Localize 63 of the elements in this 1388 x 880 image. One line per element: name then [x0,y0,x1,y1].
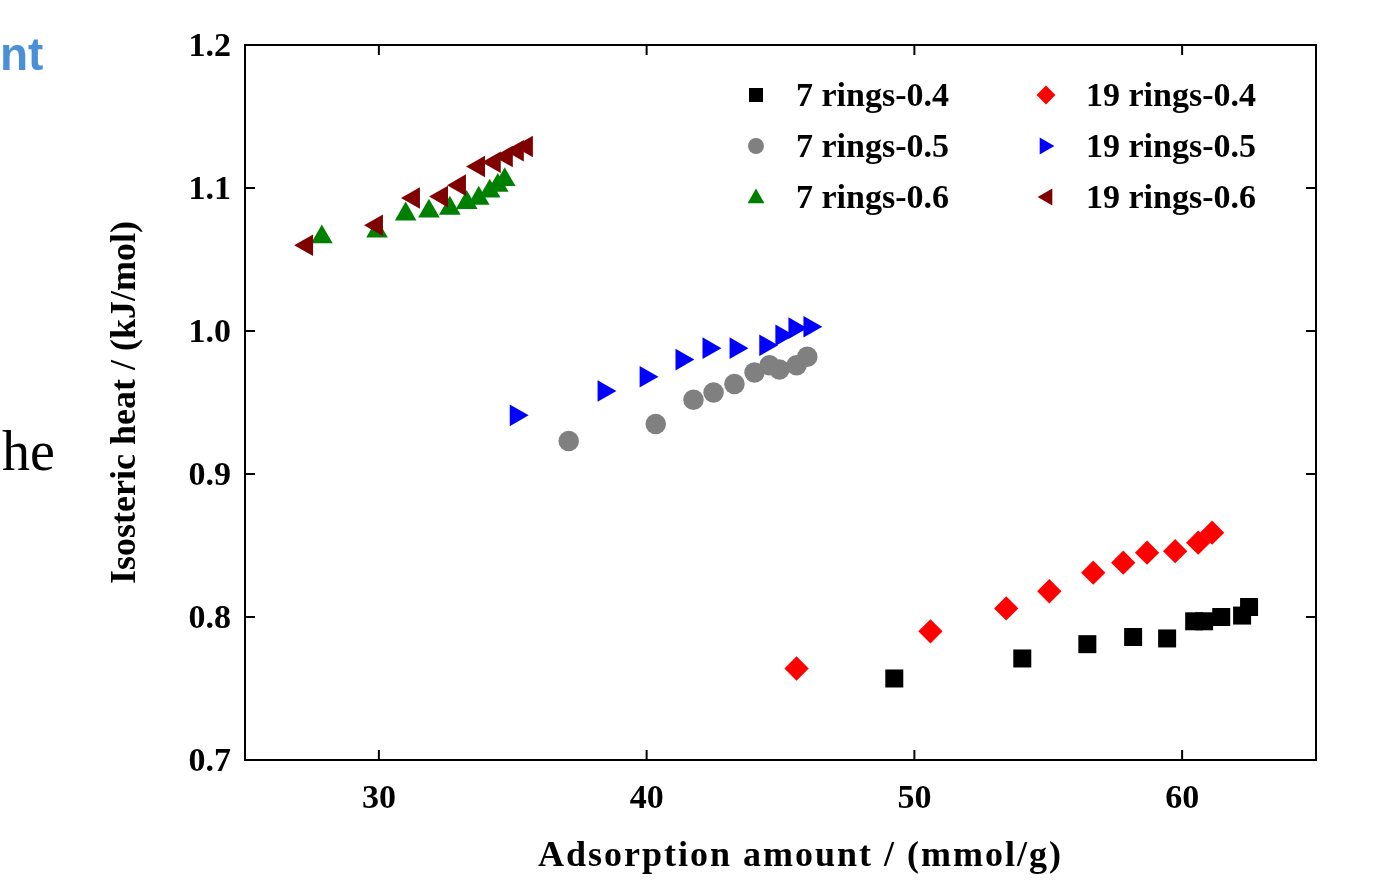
legend-label: 19 rings-0.4 [1086,76,1256,113]
legend-label: 19 rings-0.6 [1086,178,1256,215]
point [1078,635,1097,654]
point [784,656,809,681]
point [918,619,943,644]
legend-label: 7 rings-0.4 [796,76,949,113]
point [639,365,659,388]
point [1081,560,1106,585]
point [447,174,466,196]
point [1199,520,1225,545]
point [729,337,749,359]
point [797,346,818,367]
point [885,669,904,688]
point [1037,579,1062,604]
point [294,234,314,256]
y-tick-label: 1.2 [188,26,231,63]
point [645,413,666,435]
point [558,430,579,452]
point [509,404,529,427]
point [401,187,420,209]
point [702,337,722,359]
point [1195,612,1214,631]
point [1134,540,1160,565]
point [418,198,440,218]
point [1158,629,1177,648]
x-tick-label: 60 [1165,778,1200,815]
point [1111,550,1136,575]
x-axis-title: Adsorption amount / (mmol/g) [537,834,1064,874]
point [759,334,779,357]
point [364,214,383,236]
point [311,224,333,244]
point [429,185,449,208]
y-tick-label: 0.8 [188,598,231,635]
point [597,380,617,402]
text: nt [0,28,44,80]
point [675,348,695,371]
y-tick-label: 0.7 [188,741,231,778]
point [1186,530,1211,555]
legend-label: 7 rings-0.6 [796,178,949,215]
point [439,195,461,215]
point [1240,597,1259,616]
y-tick-label: 1.1 [188,169,231,206]
point [994,596,1019,621]
x-tick-label: 40 [629,778,664,815]
y-tick-label: 1.0 [188,312,231,349]
text: he [2,420,55,482]
x-tick-label: 30 [361,778,396,815]
point [769,359,790,380]
point [703,382,724,403]
legend-label: 7 rings-0.5 [796,127,949,164]
x-tick-label: 50 [897,778,932,815]
point [1212,608,1231,626]
y-tick-label: 0.9 [188,455,231,492]
point [683,389,704,410]
point [394,201,417,221]
y-axis-title: Isosteric heat / (kJ/mol) [103,221,143,584]
legend-label: 19 rings-0.5 [1086,127,1256,164]
point [724,373,745,395]
point [803,315,823,338]
point [1124,628,1143,647]
point [1013,649,1032,668]
point [1163,539,1188,564]
point [466,155,485,178]
